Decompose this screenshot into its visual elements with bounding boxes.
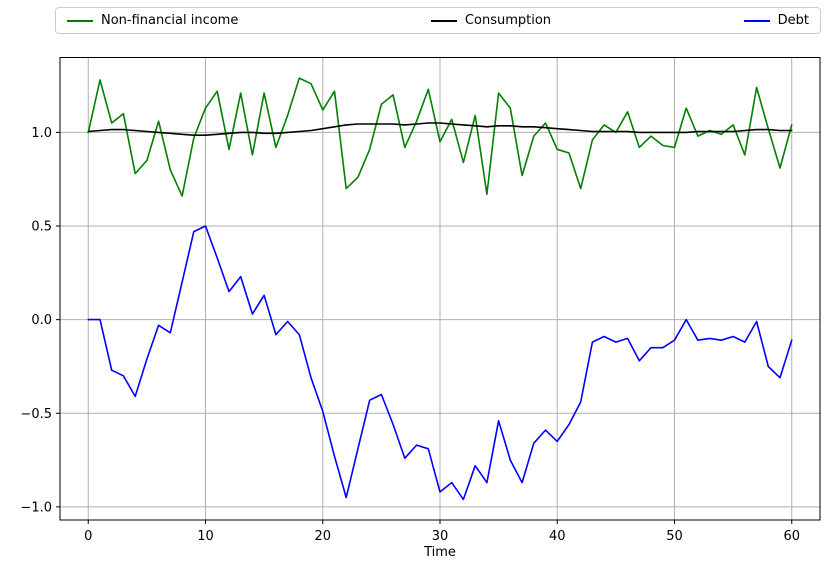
y-tick-label: 0.5 xyxy=(31,220,52,235)
x-tick-label: 10 xyxy=(197,529,214,544)
series-layer xyxy=(87,77,793,501)
legend-item-non-financial-income: Non-financial income xyxy=(67,14,238,27)
x-tick-label: 30 xyxy=(432,529,449,544)
legend-line-swatch-black xyxy=(430,19,457,22)
legend-line-swatch-blue xyxy=(743,19,770,22)
x-tick-label: 40 xyxy=(549,529,566,544)
y-tick-label: 0.0 xyxy=(31,313,52,328)
x-tick-label: 50 xyxy=(666,529,683,544)
series-line-debt xyxy=(87,225,793,501)
legend-item-debt: Debt xyxy=(743,13,809,28)
legend: Non-financial income Consumption Debt xyxy=(55,7,821,34)
y-tick-label: 1.0 xyxy=(31,126,52,141)
legend-item-consumption: Consumption xyxy=(430,13,552,28)
series-line-consumption xyxy=(87,122,793,136)
grid-layer xyxy=(60,57,820,520)
x-tick-label: 60 xyxy=(783,529,800,544)
axes-layer: 0 10 20 30 40 50 60 −1.0 −0.5 0.0 0.5 1.0 xyxy=(20,57,821,544)
y-tick-label: −1.0 xyxy=(20,500,52,515)
legend-label: Consumption xyxy=(464,13,552,28)
legend-label: Non-financial income xyxy=(101,13,239,28)
x-tick-label: 20 xyxy=(314,529,331,544)
x-tick-label: 0 xyxy=(84,529,92,544)
y-tick-label: −0.5 xyxy=(20,407,52,422)
legend-line-swatch-green xyxy=(67,19,93,22)
series-line-non-financial-income xyxy=(87,77,793,197)
x-axis-label: Time xyxy=(423,545,456,560)
legend-label: Debt xyxy=(777,13,809,28)
